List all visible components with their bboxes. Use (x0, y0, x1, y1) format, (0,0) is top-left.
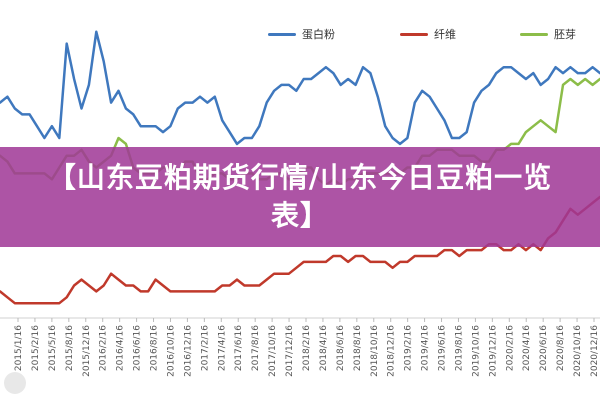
x-tick-label: 2019/2/16 (404, 325, 414, 371)
x-tick-label: 2017/8/16 (251, 325, 261, 371)
x-tick-label: 2015/2/16 (31, 325, 41, 371)
legend-item-protein: 蛋白粉 (268, 26, 335, 42)
x-tick-label: 2019/8/16 (454, 325, 464, 371)
x-tick-label: 2018/4/16 (319, 325, 329, 371)
x-axis: 2015/1/16 2015/2/16 2015/5/16 2015/8/16 2015… (0, 317, 600, 377)
x-tick-label: 2016/10/16 (166, 325, 176, 377)
series-line-fiber (0, 195, 600, 305)
x-tick-label: 2019/12/16 (488, 325, 498, 377)
legend-swatch-fiber (400, 32, 428, 36)
legend-item-fiber: 纤维 (400, 26, 456, 42)
x-tick-label: 2019/10/16 (471, 325, 481, 377)
x-tick-label: 2018/2/16 (302, 325, 312, 371)
headline-text: 【山东豆粕期货行情/山东今日豆粕一览表】 (47, 161, 553, 232)
x-tick-label: 2018/12/16 (387, 325, 397, 377)
x-tick-label: 2015/5/16 (48, 325, 58, 371)
x-tick-label: 2018/8/16 (353, 325, 363, 371)
watermark-badge (4, 372, 26, 394)
x-tick-label: 2017/4/16 (217, 325, 227, 371)
x-tick-label: 2020/6/16 (539, 325, 549, 371)
x-tick-label: 2020/8/16 (556, 325, 566, 371)
x-tick-label: 2018/6/16 (336, 325, 346, 371)
legend-swatch-protein (268, 32, 296, 36)
x-tick-label: 2015/1/16 (14, 325, 24, 371)
legend-label-protein: 蛋白粉 (302, 28, 335, 41)
x-tick-label: 2016/6/16 (133, 325, 143, 371)
x-tick-label: 2016/4/16 (116, 325, 126, 371)
x-tick-label: 2019/4/16 (421, 325, 431, 371)
x-tick-label: 2016/12/16 (183, 325, 193, 377)
legend-swatch-germ (520, 32, 548, 36)
x-tick-label: 2018/10/16 (370, 325, 380, 377)
legend-label-fiber: 纤维 (434, 28, 456, 41)
x-tick-label: 2020/12/16 (590, 325, 600, 377)
series-line-protein (0, 30, 600, 146)
x-tick-label: 2020/10/16 (573, 325, 583, 377)
x-tick-label: 2019/6/16 (438, 325, 448, 371)
legend-item-germ: 胚芽 (520, 26, 576, 42)
legend: 蛋白粉 纤维 胚芽 (0, 26, 600, 46)
x-tick-label: 2017/6/16 (234, 325, 244, 371)
headline-banner: 【山东豆粕期货行情/山东今日豆粕一览表】 (0, 147, 600, 247)
x-tick-label: 2017/12/16 (285, 325, 295, 377)
x-tick-label: 2015/12/16 (82, 325, 92, 377)
legend-label-germ: 胚芽 (554, 28, 576, 41)
x-tick-label: 2015/8/16 (65, 325, 75, 371)
x-tick-label: 2017/10/16 (268, 325, 278, 377)
x-tick-label: 2020/2/16 (505, 325, 515, 371)
x-tick-label: 2020/4/16 (522, 325, 532, 371)
x-tick-label: 2016/8/16 (150, 325, 160, 371)
x-tick-label: 2017/2/16 (200, 325, 210, 371)
x-tick-label: 2016/2/16 (99, 325, 109, 371)
